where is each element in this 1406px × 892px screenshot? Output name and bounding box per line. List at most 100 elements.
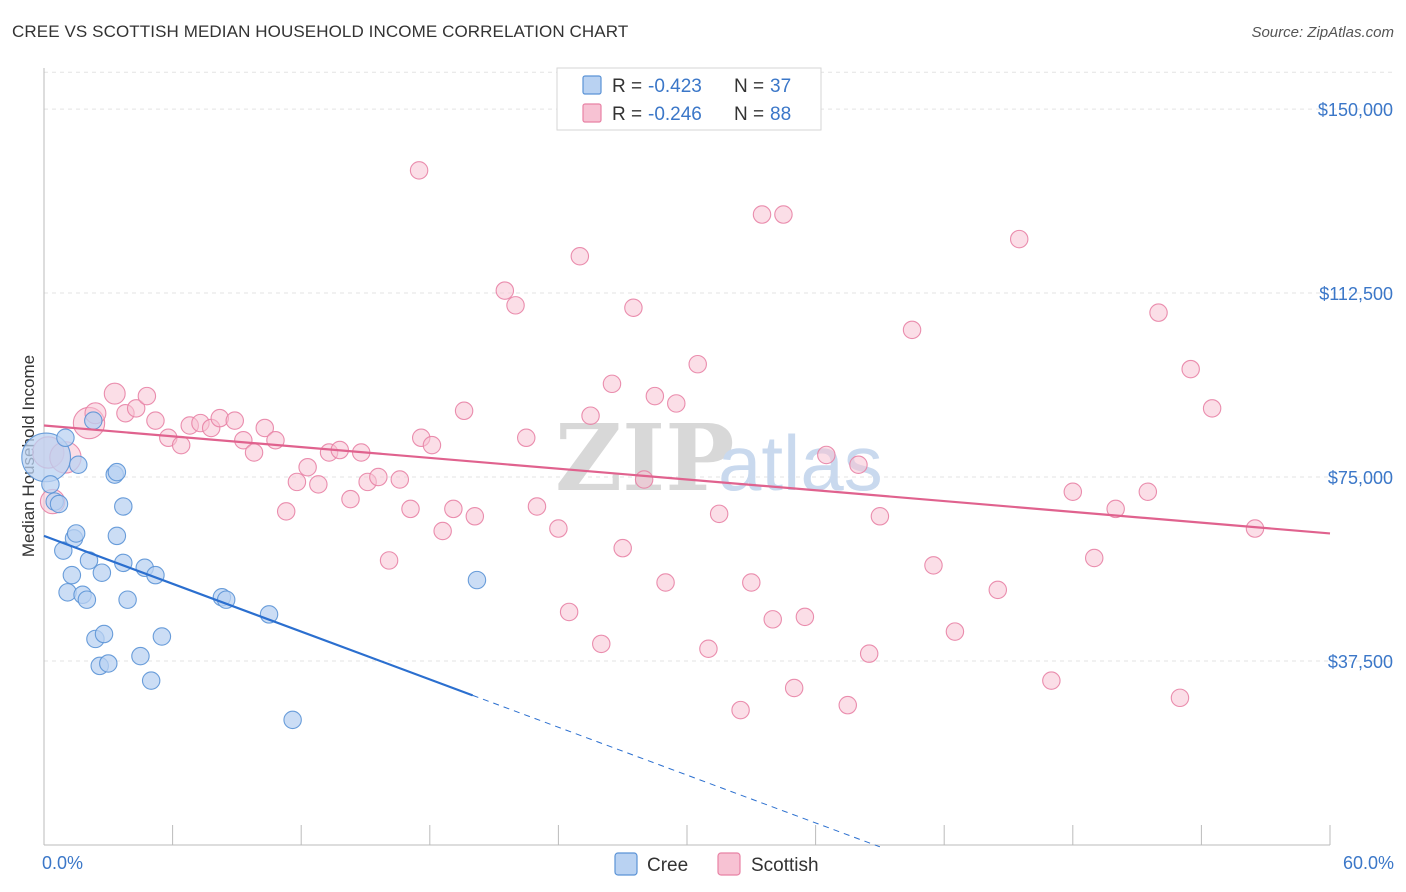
- scottish-point: [817, 445, 836, 465]
- scottish-point: [234, 430, 253, 450]
- scottish-point: [774, 205, 793, 224]
- scottish-point: [465, 507, 485, 526]
- cree-point: [62, 565, 82, 585]
- scottish-point: [849, 455, 868, 475]
- bottom-legend-swatch-cree: [614, 852, 638, 876]
- scottish-point: [287, 472, 307, 492]
- scottish-point: [1063, 482, 1083, 501]
- scottish-point: [784, 678, 804, 698]
- scottish-point: [401, 499, 420, 519]
- scottish-point: [341, 489, 360, 509]
- scottish-point: [1106, 499, 1125, 519]
- scottish-point: [309, 475, 328, 494]
- cree-point: [66, 524, 86, 543]
- cree-point: [69, 455, 88, 475]
- scottish-point: [506, 296, 525, 315]
- scottish-point: [255, 418, 275, 438]
- scottish-point: [225, 411, 245, 430]
- scottish-point: [298, 457, 317, 477]
- bottom-legend: Cree Scottish: [614, 852, 819, 876]
- cree-point: [283, 710, 302, 730]
- scottish-point: [656, 573, 675, 592]
- scottish-point: [454, 401, 474, 421]
- x-tick-labels: 0.0% 60.0%: [42, 853, 1394, 873]
- scottish-point: [495, 281, 515, 300]
- scottish-point: [602, 374, 622, 394]
- scottish-point: [859, 644, 879, 663]
- scottish-point: [126, 399, 146, 418]
- cree-point: [141, 671, 161, 690]
- cree-point: [94, 624, 114, 644]
- legend-swatch-scottish: [582, 103, 602, 123]
- scottish-point: [549, 519, 568, 538]
- y-tick-labels: $37,500 $75,000 $112,500 $150,000: [1318, 100, 1393, 672]
- cree-trend-line: [43, 534, 474, 697]
- legend-n-label-cree: N =: [734, 76, 764, 97]
- cree-point: [84, 411, 103, 430]
- scottish-point: [570, 247, 590, 266]
- scottish-point: [146, 411, 165, 430]
- scottish-point: [945, 622, 965, 641]
- scottish-point: [210, 408, 229, 428]
- cree-point: [118, 590, 137, 609]
- y-tick-label: $37,500: [1328, 652, 1393, 672]
- legend-r-value-cree: -0.423: [648, 76, 702, 97]
- legend-r-label-scottish: R =: [612, 104, 642, 125]
- x-tick-label-max: 60.0%: [1343, 853, 1394, 873]
- scottish-point: [433, 521, 452, 541]
- scottish-point: [613, 538, 632, 558]
- scottish-point: [379, 551, 399, 570]
- legend-n-label-scottish: N =: [734, 104, 764, 125]
- bottom-legend-label-scottish: Scottish: [751, 855, 819, 876]
- cree-trend-extension: [472, 694, 881, 848]
- scottish-point: [667, 394, 686, 413]
- scottish-point: [592, 634, 611, 654]
- scottish-point: [390, 470, 410, 489]
- scottish-point: [870, 507, 890, 526]
- scottish-point: [1084, 548, 1104, 568]
- scottish-point: [624, 298, 643, 318]
- scottish-point: [581, 406, 600, 425]
- scottish-point: [103, 382, 126, 405]
- scottish-point: [422, 435, 442, 455]
- scottish-point: [838, 695, 857, 715]
- bottom-legend-label-cree: Cree: [647, 855, 688, 876]
- x-tick-label-min: 0.0%: [42, 853, 83, 873]
- chart-title: CREE VS SCOTTISH MEDIAN HOUSEHOLD INCOME…: [12, 22, 629, 41]
- y-tick-label: $75,000: [1328, 468, 1393, 488]
- scottish-point: [244, 443, 264, 462]
- scottish-point: [276, 502, 296, 521]
- scottish-point: [1170, 688, 1190, 708]
- scottish-point: [171, 435, 191, 455]
- scottish-point: [527, 497, 547, 516]
- scottish-point: [709, 504, 729, 524]
- cree-point: [107, 462, 127, 482]
- legend-r-label-cree: R =: [612, 76, 642, 97]
- trend-lines: [43, 424, 1331, 848]
- legend-r-value-scottish: -0.246: [648, 104, 702, 125]
- scottish-point: [1202, 399, 1222, 418]
- watermark-zip: ZIP: [555, 404, 734, 512]
- legend-n-value-cree: 37: [770, 76, 791, 97]
- cree-points: [21, 411, 487, 730]
- scottish-point: [752, 205, 772, 224]
- cree-point: [49, 494, 69, 514]
- scottish-point: [988, 580, 1008, 600]
- cree-point: [77, 590, 97, 609]
- scottish-point: [444, 499, 463, 519]
- scottish-point: [517, 428, 536, 448]
- scottish-point: [645, 386, 665, 406]
- cree-point: [467, 570, 487, 590]
- cree-point: [92, 563, 112, 582]
- scottish-point: [688, 354, 707, 374]
- scottish-point: [699, 639, 718, 658]
- legend-swatch-cree: [582, 75, 602, 95]
- scottish-point: [1042, 671, 1061, 690]
- cree-point: [58, 583, 77, 602]
- scottish-point: [1181, 359, 1200, 379]
- scottish-point: [742, 573, 761, 592]
- scottish-point: [369, 467, 388, 487]
- y-tick-label: $150,000: [1318, 100, 1393, 120]
- scottish-point: [634, 470, 654, 489]
